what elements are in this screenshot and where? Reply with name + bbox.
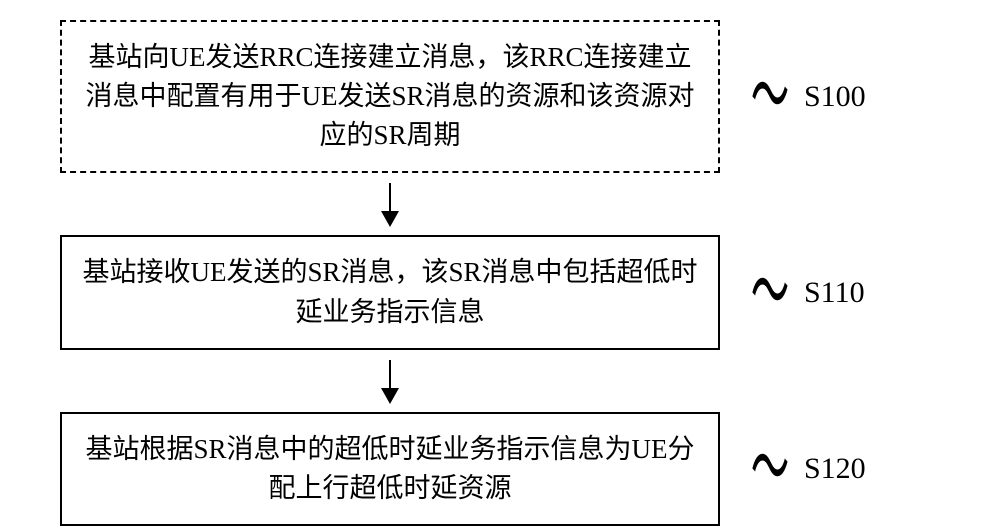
arrow-1 <box>60 173 720 235</box>
step-s120: 基站根据SR消息中的超低时延业务指示信息为UE分配上行超低时延资源 〜 S120 <box>60 412 940 526</box>
step-label-s110: S110 <box>804 276 865 310</box>
connector-s100: 〜 S100 <box>738 65 866 129</box>
curly-brace-icon: 〜 <box>751 55 789 138</box>
arrow-down-icon <box>389 360 392 402</box>
connector-s110: 〜 S110 <box>738 261 865 325</box>
connector-s120: 〜 S120 <box>738 437 866 501</box>
step-text-s110: 基站接收UE发送的SR消息，该SR消息中包括超低时延业务指示信息 <box>82 257 697 326</box>
curly-brace-icon: 〜 <box>751 251 789 334</box>
step-box-s110: 基站接收UE发送的SR消息，该SR消息中包括超低时延业务指示信息 <box>60 235 720 349</box>
curly-brace-icon: 〜 <box>751 427 789 510</box>
step-s100: 基站向UE发送RRC连接建立消息，该RRC连接建立消息中配置有用于UE发送SR消… <box>60 20 940 173</box>
step-label-s120: S120 <box>804 452 866 486</box>
step-text-s100: 基站向UE发送RRC连接建立消息，该RRC连接建立消息中配置有用于UE发送SR消… <box>85 42 694 150</box>
step-box-s100: 基站向UE发送RRC连接建立消息，该RRC连接建立消息中配置有用于UE发送SR消… <box>60 20 720 173</box>
step-label-s100: S100 <box>804 80 866 114</box>
arrow-down-icon <box>389 183 392 225</box>
step-box-s120: 基站根据SR消息中的超低时延业务指示信息为UE分配上行超低时延资源 <box>60 412 720 526</box>
step-s110: 基站接收UE发送的SR消息，该SR消息中包括超低时延业务指示信息 〜 S110 <box>60 235 940 349</box>
step-text-s120: 基站根据SR消息中的超低时延业务指示信息为UE分配上行超低时延资源 <box>85 434 694 503</box>
flowchart-container: 基站向UE发送RRC连接建立消息，该RRC连接建立消息中配置有用于UE发送SR消… <box>60 20 940 526</box>
arrow-2 <box>60 350 720 412</box>
